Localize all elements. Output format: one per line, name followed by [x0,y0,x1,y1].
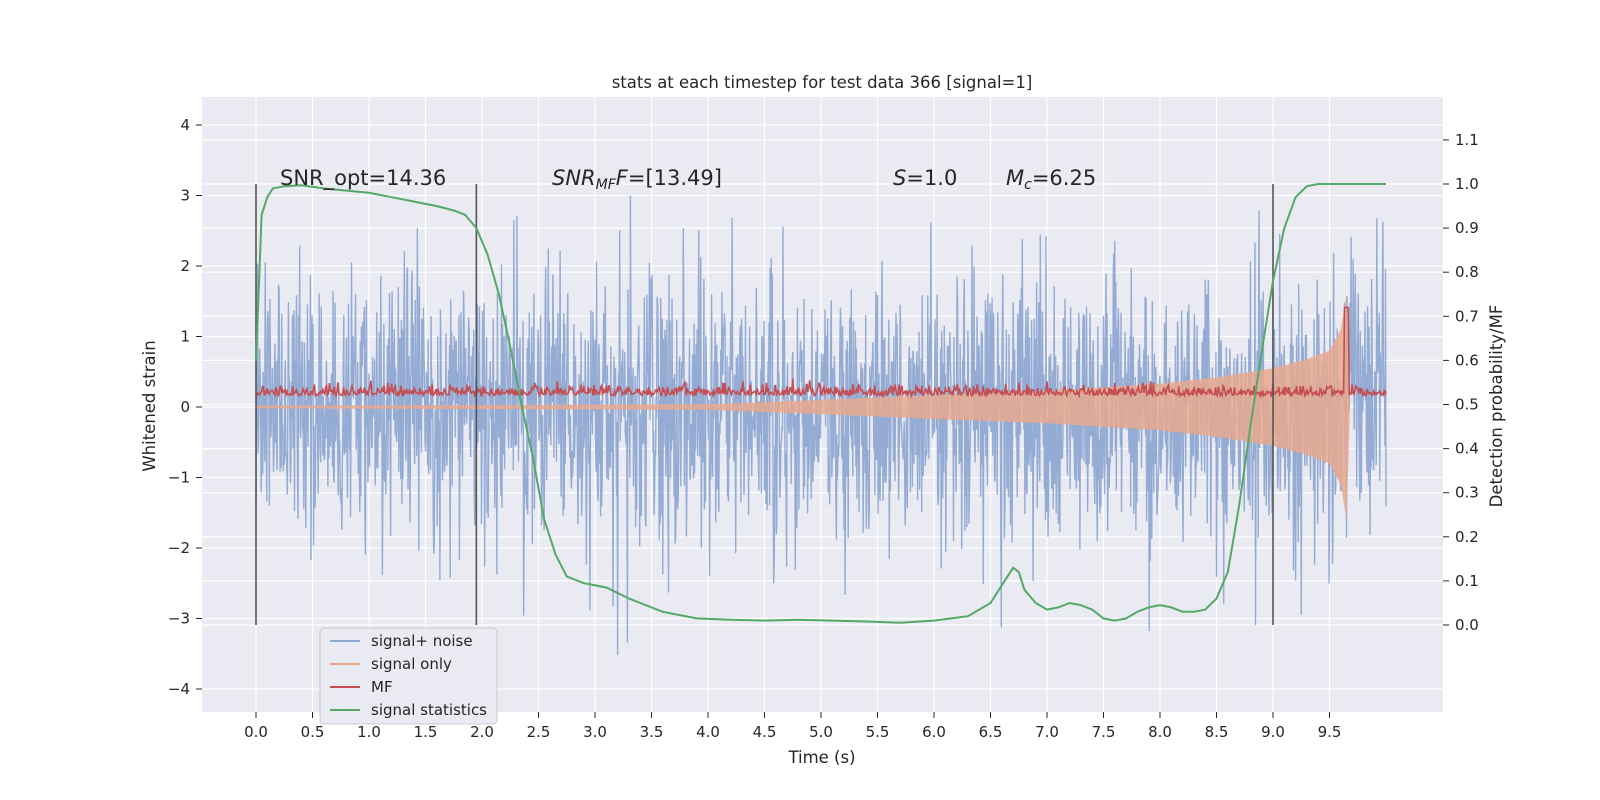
x-tick-label: 9.0 [1261,723,1285,741]
x-axis-ticks: 0.0 0.5 1.0 1.5 2.0 2.5 3.0 3.5 4.0 4.5 5.0 5.5 6.0 6… [244,712,1341,741]
x-tick-label: 2.5 [527,723,551,741]
y-right-axis-ticks: 1.1 1.0 0.9 0.8 0.7 0.6 0.5 0.4 0.3 0.2 0.1 0.0 [1443,131,1479,634]
mc-value: =6.25 [1032,166,1096,190]
mf-series [256,306,1387,399]
x-tick-label: 3.0 [583,723,607,741]
vertical-marker-lines [255,184,1274,625]
x-tick-label: 9.5 [1318,723,1342,741]
legend-label-mf: MF [371,678,393,696]
y-right-tick-label: 0.5 [1455,396,1479,414]
y-right-tick-label: 0.7 [1455,307,1479,325]
x-tick-label: 8.5 [1205,723,1229,741]
y-tick-label: −1 [168,469,190,487]
mc-annotation: Mc=6.25 [1006,166,1096,193]
snr-mf-f: F [616,166,629,190]
x-tick-label: 7.5 [1092,723,1116,741]
snr-mf-subscript: MF [596,177,617,193]
mc-symbol: M [1006,166,1024,190]
y-tick-label: 4 [180,116,190,134]
x-tick-label: 6.5 [979,723,1003,741]
y-axis-ticks: 4 3 2 1 0 −1 −2 −3 −4 [168,116,202,698]
signal-only-series [256,294,1350,520]
signal-statistics-line [255,183,1386,624]
y-tick-label: 2 [180,257,190,275]
legend-label-signal-noise: signal+ noise [371,632,473,650]
y-right-tick-label: 0.8 [1455,263,1479,281]
legend-box [319,627,498,725]
y-right-tick-label: 0.0 [1455,616,1479,634]
y-tick-label: 0 [180,398,190,416]
x-tick-label: 0.5 [301,723,325,741]
x-tick-label: 3.5 [640,723,664,741]
s-annotation: S=1.0 [893,166,957,190]
chart-title: stats at each timestep for test data 366… [612,73,1033,92]
mc-subscript: c [1024,177,1032,193]
x-tick-label: 1.0 [357,723,381,741]
y-right-axis-label: Detection probability/MF [1487,305,1506,508]
y-tick-label: 1 [180,328,190,346]
mf-line [256,306,1387,399]
s-symbol: S [893,166,906,190]
signal-statistics-series [255,183,1386,624]
y-tick-label: −2 [168,539,190,557]
s-value: =1.0 [906,166,957,190]
x-tick-label: 4.5 [753,723,777,741]
x-tick-label: 4.0 [696,723,720,741]
x-tick-label: 6.0 [922,723,946,741]
x-tick-label: 7.0 [1035,723,1059,741]
y-right-tick-label: 1.0 [1455,175,1479,193]
x-tick-label: 5.5 [866,723,890,741]
legend-label-signal-statistics: signal statistics [371,701,487,719]
snr-opt-annotation: SNR_opt=14.36 [280,166,446,191]
y-tick-label: −4 [168,680,190,698]
x-axis-label: Time (s) [787,748,855,767]
y-right-tick-label: 0.2 [1455,528,1479,546]
y-axis-label: Whitened strain [140,340,159,471]
x-tick-label: 5.0 [809,723,833,741]
y-right-tick-label: 0.3 [1455,484,1479,502]
x-tick-label: 1.5 [414,723,438,741]
legend: signal+ noise signal only MF signal stat… [319,627,498,725]
legend-label-signal-only: signal only [371,655,452,673]
signal-only-area [256,294,1350,520]
y-right-tick-label: 0.6 [1455,351,1479,369]
snr-mf-value: =[13.49] [628,166,722,190]
x-tick-label: 8.0 [1148,723,1172,741]
y-right-tick-label: 1.1 [1455,131,1479,149]
y-right-tick-label: 0.9 [1455,219,1479,237]
x-tick-label: 0.0 [244,723,268,741]
snr-mf-symbol: SNR [552,166,596,190]
y-tick-label: −3 [168,610,190,628]
x-tick-label: 2.0 [470,723,494,741]
y-right-tick-label: 0.4 [1455,440,1479,458]
y-right-tick-label: 0.1 [1455,572,1479,590]
snr-mf-annotation: SNRMFF=[13.49] [552,166,722,193]
y-tick-label: 3 [180,187,190,205]
